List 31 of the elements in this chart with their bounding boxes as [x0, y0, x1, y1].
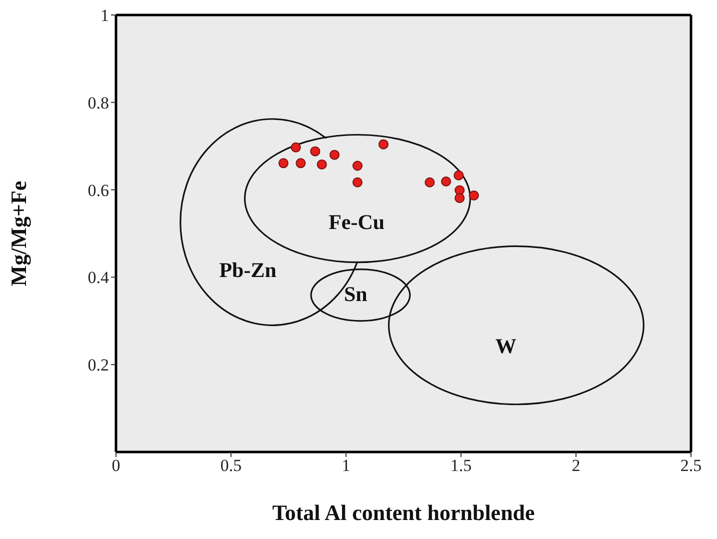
- x-axis-title: Total Al content hornblende: [272, 500, 536, 525]
- x-tick-label: 1.5: [450, 456, 472, 476]
- x-tick-label: 1: [342, 456, 350, 476]
- point: [441, 176, 452, 186]
- x-tick-label: 0: [112, 456, 120, 476]
- annotation: Sn: [344, 282, 368, 306]
- y-tick-label: 0.2: [88, 356, 109, 375]
- y-tick-label: 0.4: [88, 268, 110, 288]
- y-tick-label: 0.6: [88, 180, 109, 200]
- point: [454, 170, 464, 180]
- point: [424, 177, 435, 188]
- point: [316, 159, 327, 170]
- annotation: W: [495, 334, 516, 358]
- point: [310, 146, 320, 156]
- point: [290, 142, 301, 152]
- point: [454, 193, 465, 204]
- x-tick-label: 2.5: [680, 456, 702, 476]
- annotation: Fe-Cu: [328, 210, 385, 234]
- point: [378, 139, 389, 150]
- point: [278, 158, 288, 168]
- point: [329, 150, 340, 160]
- annotation: Pb-Zn: [219, 258, 277, 282]
- y-tick-label: 1: [100, 6, 109, 26]
- point: [352, 177, 363, 188]
- point: [468, 190, 479, 200]
- point: [296, 158, 306, 168]
- y-tick-label: 0.8: [88, 93, 109, 112]
- y-axis-title: Mg/Mg+Fe: [6, 180, 31, 286]
- x-tick-label: 0.5: [220, 456, 242, 476]
- x-tick-label: 2: [572, 456, 580, 476]
- point: [352, 160, 363, 171]
